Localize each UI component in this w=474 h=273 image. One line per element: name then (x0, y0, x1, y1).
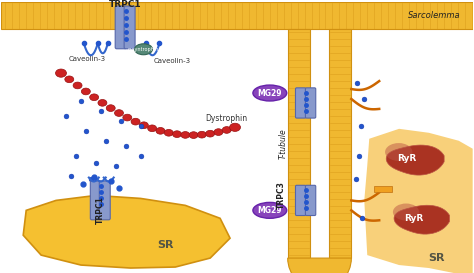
FancyBboxPatch shape (295, 88, 306, 118)
Text: MG29: MG29 (257, 88, 282, 97)
Ellipse shape (393, 203, 419, 221)
Ellipse shape (222, 127, 231, 133)
Text: Caveolin-3: Caveolin-3 (154, 58, 191, 64)
Ellipse shape (206, 130, 215, 137)
Text: RyR: RyR (397, 154, 417, 163)
Ellipse shape (181, 132, 190, 138)
Ellipse shape (189, 132, 198, 138)
Ellipse shape (148, 125, 156, 132)
Text: TRPC1: TRPC1 (109, 0, 142, 8)
Ellipse shape (90, 94, 99, 101)
Bar (288, 29, 310, 258)
Polygon shape (386, 145, 444, 175)
FancyBboxPatch shape (305, 88, 316, 118)
Text: TRPC1: TRPC1 (96, 196, 105, 224)
FancyBboxPatch shape (124, 6, 135, 49)
Ellipse shape (106, 105, 115, 111)
Ellipse shape (131, 118, 140, 125)
FancyBboxPatch shape (305, 185, 316, 215)
Polygon shape (394, 205, 449, 234)
Text: SR: SR (157, 240, 173, 250)
Ellipse shape (197, 131, 206, 138)
FancyBboxPatch shape (115, 6, 126, 49)
Bar (374, 186, 392, 192)
FancyBboxPatch shape (91, 181, 101, 220)
Polygon shape (365, 129, 473, 273)
Ellipse shape (98, 99, 107, 106)
Ellipse shape (385, 143, 412, 161)
Ellipse shape (164, 129, 173, 136)
Ellipse shape (55, 69, 66, 77)
Ellipse shape (82, 88, 91, 95)
Text: Caveolin-3: Caveolin-3 (69, 56, 106, 62)
Ellipse shape (253, 85, 287, 101)
Text: Dystrophin: Dystrophin (205, 114, 247, 123)
Ellipse shape (156, 127, 165, 134)
Text: Sarcolemma: Sarcolemma (408, 11, 461, 20)
Ellipse shape (115, 110, 124, 116)
Ellipse shape (123, 114, 132, 121)
FancyBboxPatch shape (99, 181, 110, 220)
Bar (329, 29, 351, 258)
Bar (1, 2, 473, 29)
Text: α-syntrophin: α-syntrophin (128, 47, 159, 52)
Ellipse shape (214, 129, 223, 135)
Ellipse shape (65, 76, 74, 83)
Text: MG29: MG29 (257, 206, 282, 215)
Ellipse shape (173, 131, 182, 138)
Ellipse shape (229, 123, 240, 131)
Text: T-tubule: T-tubule (278, 128, 287, 159)
Text: TRPC3: TRPC3 (277, 182, 286, 209)
Ellipse shape (139, 122, 148, 129)
Wedge shape (288, 258, 351, 273)
Ellipse shape (253, 202, 287, 218)
Text: SR: SR (428, 253, 445, 263)
Polygon shape (23, 195, 230, 268)
Ellipse shape (135, 44, 153, 55)
Text: RyR: RyR (404, 214, 424, 223)
Ellipse shape (73, 82, 82, 89)
FancyBboxPatch shape (295, 185, 306, 215)
